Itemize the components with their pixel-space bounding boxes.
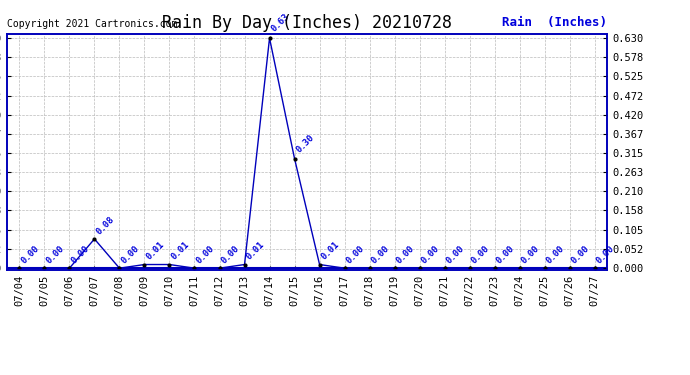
Text: 0.01: 0.01: [244, 240, 266, 262]
Text: 0.00: 0.00: [595, 244, 616, 265]
Text: 0.00: 0.00: [420, 244, 441, 265]
Text: 0.00: 0.00: [570, 244, 591, 265]
Text: Rain  (Inches): Rain (Inches): [502, 16, 607, 29]
Text: 0.01: 0.01: [170, 240, 191, 262]
Text: 0.00: 0.00: [70, 244, 91, 265]
Text: 0.00: 0.00: [544, 244, 566, 265]
Text: 0.00: 0.00: [520, 244, 541, 265]
Text: Copyright 2021 Cartronics.com: Copyright 2021 Cartronics.com: [7, 19, 177, 29]
Text: 0.00: 0.00: [395, 244, 416, 265]
Text: 0.08: 0.08: [95, 214, 116, 236]
Text: 0.00: 0.00: [495, 244, 516, 265]
Text: 0.01: 0.01: [144, 240, 166, 262]
Text: 0.00: 0.00: [219, 244, 241, 265]
Title: Rain By Day (Inches) 20210728: Rain By Day (Inches) 20210728: [162, 14, 452, 32]
Text: 0.00: 0.00: [344, 244, 366, 265]
Text: 0.00: 0.00: [444, 244, 466, 265]
Text: 0.63: 0.63: [270, 12, 291, 34]
Text: 0.01: 0.01: [319, 240, 341, 262]
Text: 0.00: 0.00: [195, 244, 216, 265]
Text: 0.00: 0.00: [119, 244, 141, 265]
Text: 0.00: 0.00: [370, 244, 391, 265]
Text: 0.00: 0.00: [470, 244, 491, 265]
Text: 0.00: 0.00: [44, 244, 66, 265]
Text: 0.00: 0.00: [19, 244, 41, 265]
Text: 0.30: 0.30: [295, 133, 316, 154]
